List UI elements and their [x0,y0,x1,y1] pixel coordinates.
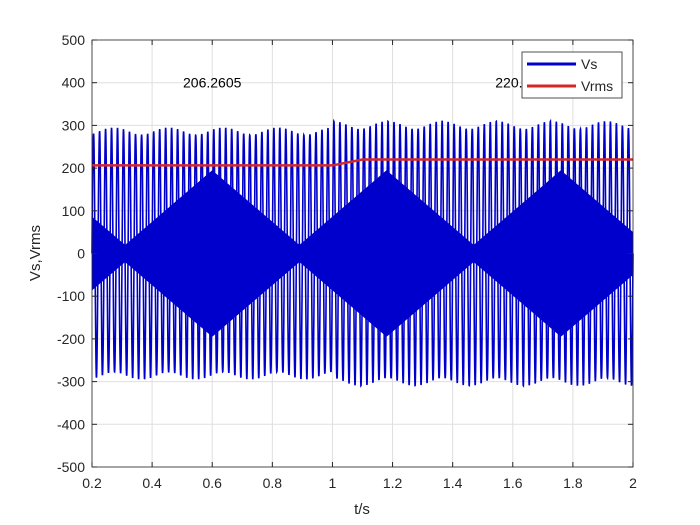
y-tick-label: 0 [77,246,85,262]
x-axis-label: t/s [354,501,370,518]
y-tick-label: -400 [57,416,85,432]
x-tick-label: 0.4 [142,475,162,491]
axes-box [91,39,634,468]
y-tick-label: -300 [57,374,85,390]
legend-label-vs: Vs [581,56,597,72]
y-tick-label: 300 [62,117,86,133]
legend: Vs Vrms [521,51,623,99]
y-tick-label: 200 [62,160,86,176]
axes: 0.2 0.4 0.6 0.8 1 1.2 1.4 1.6 1.8 2 500 400 300 200 10… [57,32,637,491]
annotation-label: 206.2605 [183,75,242,91]
x-tick-label: 1.8 [563,475,583,491]
x-tick-label: 1.2 [383,475,403,491]
y-tick-label: 400 [62,75,86,91]
x-tick-label: 0.2 [82,475,102,491]
legend-label-vrms: Vrms [581,78,613,94]
y-tick-label: 500 [62,32,86,48]
series-vs-line [91,118,634,388]
y-tick-label: -100 [57,288,85,304]
y-tick-label: -200 [57,331,85,347]
x-tick-label: 1 [329,475,337,491]
x-tick-label: 1.4 [443,475,463,491]
y-tick-label: 100 [62,203,86,219]
x-tick-label: 1.6 [503,475,523,491]
x-tick-label: 0.6 [202,475,222,491]
plot-area [91,118,634,388]
y-tick-label: -500 [57,459,85,475]
x-tick-label: 2 [629,475,637,491]
series-vrms-line [92,158,633,167]
y-axis-label: Vs,Vrms [27,225,44,281]
x-tick-label: 0.8 [263,475,283,491]
